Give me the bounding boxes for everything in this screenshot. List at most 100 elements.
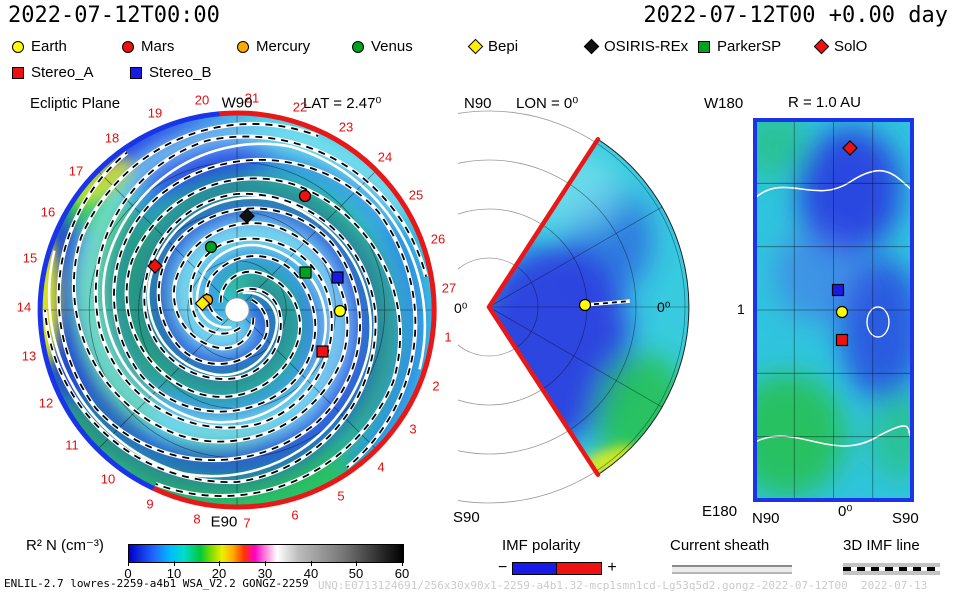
negative-polarity-arc	[37, 111, 221, 491]
model-run-info: ENLIL-2.7 lowres-2259-a4b1 WSA_V2.2 GONG…	[4, 577, 309, 590]
legend-label: SolO	[834, 38, 868, 55]
legend-item-stereo-b: Stereo_B	[130, 64, 212, 81]
radial-s90-label: S90	[892, 510, 919, 527]
svg-text:18: 18	[105, 131, 119, 146]
svg-text:20: 20	[195, 93, 209, 108]
marker-venus	[204, 240, 218, 254]
imf-positive-swatch	[557, 561, 603, 575]
colorbar-tickmark	[174, 561, 175, 566]
radial-e180-label: E180	[702, 503, 738, 520]
colorbar-tickmark	[356, 561, 357, 566]
svg-text:27: 27	[442, 281, 456, 296]
radius-slice-grid	[755, 120, 912, 500]
legend-item-osiris-rex: OSIRIS-REx	[583, 38, 689, 55]
wedge-red-edges	[486, 137, 601, 477]
legend-item-solo: SolO	[813, 38, 868, 55]
marker-bepi	[194, 295, 211, 312]
svg-text:12: 12	[39, 396, 53, 411]
e90-label: E90	[211, 514, 238, 531]
current-sheath-label: Current sheath	[670, 537, 770, 554]
wedge-outer-arc	[597, 138, 690, 476]
legend-label: Stereo_A	[31, 64, 94, 81]
current-sheet-contours	[755, 170, 912, 447]
parkersp-icon	[698, 40, 710, 53]
colorbar-tickmark	[265, 561, 266, 566]
svg-text:10: 10	[101, 472, 115, 487]
legend-item-venus: Venus	[352, 38, 413, 55]
legend-label: Bepi	[488, 38, 519, 55]
w90-label: W90	[222, 95, 253, 112]
marker-osiris-rex	[239, 208, 255, 224]
radial-n90-label: N90	[752, 510, 780, 527]
svg-text:2: 2	[432, 379, 439, 394]
imf-polarity-key: − +	[498, 559, 617, 577]
colorbar-tickmark	[219, 561, 220, 566]
svg-text:17: 17	[69, 164, 83, 179]
legend-label: Stereo_B	[149, 64, 212, 81]
earth-icon	[12, 40, 24, 53]
bepi-icon	[467, 38, 484, 55]
radius-slice-border	[753, 118, 914, 502]
marker-stereo-a-slice	[835, 333, 849, 347]
legend-item-stereo-a: Stereo_A	[12, 64, 94, 81]
colorbar-tick-0: 0	[124, 566, 132, 581]
colorbar-tick-30: 30	[257, 566, 273, 581]
legend-label: OSIRIS-REx	[604, 38, 689, 55]
svg-text:25: 25	[409, 188, 423, 203]
current-sheath-sample	[672, 565, 792, 574]
radius-label: R = 1.0 AU	[788, 94, 861, 111]
svg-text:11: 11	[65, 438, 79, 453]
meridional-panel: 0⁰	[458, 110, 690, 504]
density-colorbar	[128, 544, 404, 563]
marker-solo-slice	[842, 140, 858, 156]
svg-text:8: 8	[193, 512, 200, 527]
stereo-a-icon	[12, 66, 24, 79]
svg-text:26: 26	[431, 232, 445, 247]
colorbar-tickmark	[311, 561, 312, 566]
marker-earth-slice	[835, 305, 849, 319]
svg-text:9: 9	[146, 497, 153, 512]
marker-stereo-a	[316, 345, 329, 358]
imf-plus-sign: +	[607, 559, 617, 576]
venus-icon	[352, 40, 364, 53]
sun-disk	[224, 297, 250, 323]
svg-text:7: 7	[243, 516, 250, 531]
meridional-grid	[458, 110, 689, 504]
colorbar-tick-50: 50	[348, 566, 364, 581]
ecliptic-title: Ecliptic Plane	[30, 95, 121, 112]
radius-slice-markers	[831, 140, 858, 347]
meridional-s90-label: S90	[453, 509, 480, 526]
positive-polarity-arc	[152, 110, 437, 510]
svg-text:1: 1	[444, 330, 451, 345]
colorbar-tick-40: 40	[303, 566, 319, 581]
stereo-b-icon	[130, 66, 142, 79]
lon-label: LON = 0⁰	[516, 95, 579, 112]
colorbar-tickmark	[402, 561, 403, 566]
legend-item-bepi: Bepi	[467, 38, 519, 55]
radial-zero-label: 0⁰	[838, 503, 853, 520]
osiris-rex-icon	[583, 38, 600, 55]
svg-text:19: 19	[148, 106, 162, 121]
svg-text:3: 3	[409, 422, 416, 437]
marker-earth	[333, 304, 347, 318]
svg-text:23: 23	[339, 120, 353, 135]
radial-r-tick: 1	[737, 301, 745, 317]
mars-icon	[122, 40, 134, 53]
svg-text:21: 21	[245, 91, 259, 106]
colorbar-tick-60: 60	[394, 566, 410, 581]
imf-negative-swatch	[512, 561, 558, 575]
ecliptic-zero-label: 0⁰	[454, 300, 468, 316]
svg-text:5: 5	[337, 489, 344, 504]
imf-line-dash	[843, 567, 940, 571]
svg-text:22: 22	[293, 100, 307, 115]
legend-item-mars: Mars	[122, 38, 174, 55]
colorbar-label: R² N (cm⁻³)	[26, 537, 104, 554]
run-id-watermark: UNQ:E0713124691/256x30x90x1-2259-a4b1.32…	[318, 579, 928, 592]
lat-label: LAT = 2.47⁰	[303, 95, 382, 112]
radial-w180-label: W180	[704, 95, 744, 112]
legend-item-mercury: Mercury	[237, 38, 310, 55]
ecliptic-plane-panel: 1 2 3 4 5 6 7 8 9 10 11 12 13 14 15 16 1…	[17, 91, 468, 531]
polarity-boundary-rim	[37, 110, 437, 510]
imf-polarity-label: IMF polarity	[502, 537, 581, 554]
